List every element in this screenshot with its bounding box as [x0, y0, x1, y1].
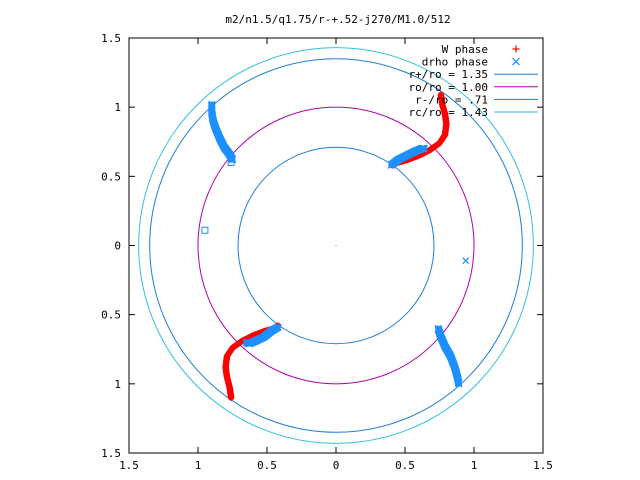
- x-tick-label: 0: [333, 459, 340, 472]
- y-tick-label: 1: [114, 378, 121, 391]
- cross-marker: [462, 257, 470, 265]
- series-group: [208, 100, 470, 388]
- y-tick-label: 1: [114, 101, 121, 114]
- x-tick-label: 0.5: [395, 459, 415, 472]
- axis-ticks: 1.5 1 0.5 0 0.5 1 1.51.510.500.511.5: [101, 32, 553, 472]
- x-tick-label: 1: [195, 459, 202, 472]
- square-marker: [201, 226, 209, 234]
- x-tick-label: 1: [471, 459, 478, 472]
- y-tick-label: 1.5: [101, 447, 121, 460]
- y-tick-label: 0.5: [101, 170, 121, 183]
- x-tick-label: 1.5: [119, 459, 139, 472]
- circle-curve: [197, 106, 475, 385]
- origin-dot: [335, 244, 337, 247]
- cross-marker: [455, 380, 463, 388]
- legend-label: rc/ro = 1.43: [409, 106, 488, 119]
- y-tick-label: 0.5: [101, 309, 121, 322]
- x-tick-label: 0.5: [257, 459, 277, 472]
- reference-circles: [138, 47, 534, 444]
- legend-label: r-/ro = .71: [415, 93, 488, 106]
- y-tick-label: 0: [114, 240, 121, 253]
- cross-marker: [242, 338, 250, 346]
- circle-curve: [149, 58, 523, 433]
- circle-curve: [237, 146, 435, 345]
- legend-label: W phase: [442, 43, 488, 56]
- x-tick-label: 1.5: [533, 459, 553, 472]
- series-group: [222, 91, 450, 401]
- cross-marker: [420, 145, 428, 153]
- plus-marker: [512, 45, 520, 53]
- legend-label: drho phase: [422, 56, 488, 69]
- legend-label: r+/ro = 1.35: [409, 68, 488, 81]
- cross-marker: [512, 57, 520, 66]
- chart-title: m2/n1.5/q1.75/r-+.52-j270/M1.0/512: [225, 13, 450, 26]
- series-group: [201, 159, 235, 234]
- square-marker: [227, 159, 235, 166]
- data-points: [201, 91, 470, 401]
- circle-curve: [138, 47, 534, 444]
- y-tick-label: 1.5: [101, 32, 121, 45]
- legend-label: ro/ro = 1.00: [409, 81, 488, 94]
